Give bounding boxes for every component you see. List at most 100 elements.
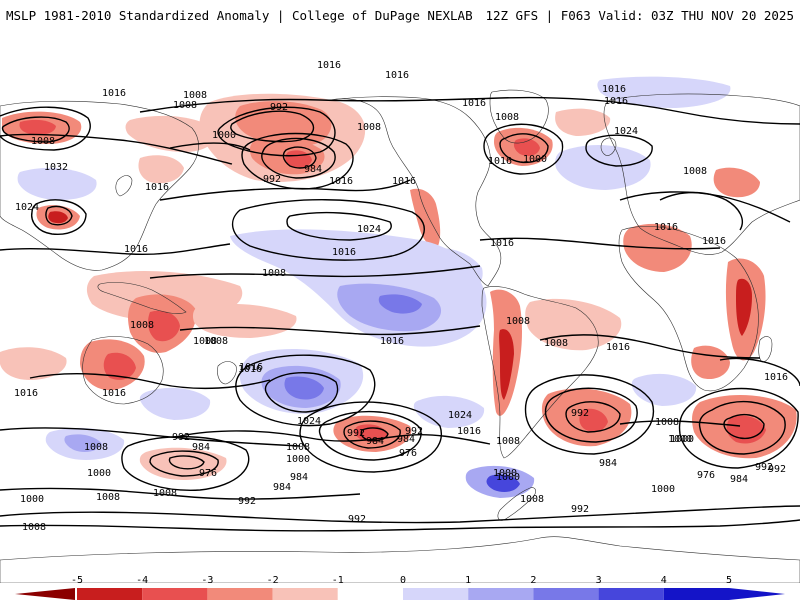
isobar-label: 984	[290, 472, 308, 483]
isobar-1016-atlantic	[479, 237, 721, 250]
isobar-label: 992	[263, 174, 281, 185]
colorbar-tick-label: 3	[595, 575, 602, 586]
pos-anomaly-antarctic-peninsula-core	[486, 474, 520, 492]
isobar-1016-subtropics-west	[0, 243, 231, 256]
isobar-label: 1008	[286, 442, 310, 453]
colorbar-segment	[533, 588, 599, 600]
isobar-label: 1016	[380, 336, 404, 347]
pos-anomaly-south-atlantic-east	[631, 373, 697, 406]
pos-anomaly-southern-ocean-mid	[413, 395, 485, 428]
isobars	[0, 96, 800, 532]
neg-anomaly-china	[138, 155, 184, 184]
isobar-992-aleutian	[230, 110, 315, 143]
isobar-label: 1016	[238, 364, 262, 375]
isobar-label: 1016	[329, 176, 353, 187]
uk-coast	[600, 137, 617, 156]
colorbar-segment	[598, 588, 664, 600]
isobar-1000-circumpolar	[0, 487, 361, 500]
header: MSLP 1981-2010 Standardized Anomaly | Co…	[0, 0, 800, 40]
isobar-label: 1016	[488, 156, 512, 167]
isobar-label: 1024	[297, 416, 321, 427]
pos-anomaly-east-pacific-core	[378, 294, 422, 314]
neg-anomaly-new-guinea-core	[148, 310, 180, 342]
australia-coast	[82, 336, 164, 405]
isobar-1016-npac-high	[231, 199, 425, 261]
isobar-label: 1024	[357, 224, 381, 235]
isobar-label: 1024	[15, 202, 39, 213]
asia-west-coast	[0, 100, 199, 271]
neg-anomaly-indian-ocean	[0, 347, 67, 380]
isobar-976-low-sw	[168, 455, 205, 470]
isobar-1016-north-pacific	[0, 133, 233, 165]
isobar-label: 992	[405, 426, 423, 437]
isobar-992-low-mid	[318, 410, 422, 461]
isobar-1008-southern-upper	[0, 427, 301, 447]
isobar-label: 1008	[520, 494, 544, 505]
isobar-label: 992	[347, 428, 365, 439]
isobar-label: 1008	[173, 100, 197, 111]
isobar-label: 984	[192, 442, 210, 453]
africa-coast	[618, 226, 759, 392]
colorbar-tick-label: 1	[465, 575, 472, 586]
isobar-label: 1000	[523, 154, 547, 165]
colorbar-segment	[77, 588, 143, 600]
pos-anomaly-australia-south	[139, 387, 211, 420]
indonesia-coast	[97, 282, 187, 314]
isobar-label: 1016	[385, 70, 409, 81]
north-america-coast	[329, 96, 502, 287]
isobar-1008-south-atlantic	[619, 420, 741, 427]
colorbar-min-cap	[15, 588, 75, 600]
isobar-1008-tropics	[149, 265, 481, 279]
isobar-1000-antarctic	[479, 519, 800, 529]
pos-anomaly-south-pacific-high-core	[284, 376, 324, 400]
isobar-992-alaska	[261, 137, 336, 179]
isobar-label: 1016	[490, 238, 514, 249]
isobar-label: 1016	[702, 236, 726, 247]
colorbar: -5 -4 -3 -2 -1 0 1 2 3 4 5	[0, 575, 800, 600]
neg-anomaly-australia-core	[103, 352, 136, 380]
isobar-1000-alaska	[241, 132, 354, 190]
colorbar-segment	[663, 588, 729, 600]
isobar-1016-south-atlantic	[539, 334, 761, 359]
coastlines	[0, 89, 800, 583]
colorbar-segment	[468, 588, 534, 600]
isobar-label: 1016	[102, 88, 126, 99]
colorbar-segment	[403, 588, 469, 600]
isobar-1024-atlantic	[585, 134, 653, 167]
isobar-label: 984	[304, 164, 322, 175]
colorbar-tick-label: 5	[725, 575, 733, 586]
isobar-label: 1008	[496, 436, 520, 447]
isobar-1016-australia-south	[29, 373, 271, 390]
isobar-label: 1016	[606, 342, 630, 353]
colorbar-tick-label: 2	[530, 575, 537, 586]
isobar-label: 1016	[602, 84, 626, 95]
isobar-label: 1008	[655, 417, 679, 428]
colorbar-max-cap	[729, 588, 785, 600]
isobar-label: 1008	[22, 522, 46, 533]
isobar-976-low-east	[723, 413, 765, 440]
isobar-label: 1016	[764, 372, 788, 383]
neg-anomaly-west-us	[410, 188, 441, 248]
isobar-label: 984	[397, 434, 415, 445]
pos-anomaly-arctic	[597, 76, 731, 108]
neg-anomaly-arabia	[713, 167, 760, 198]
isobar-label: 1000	[670, 434, 694, 445]
anomaly-map: 1016 1016 1016 1008 992 1000 1008 1016 1…	[0, 40, 800, 583]
isobar-1000-low-mid	[299, 401, 443, 473]
isobar-label: 1016	[462, 98, 486, 109]
pos-anomaly-south-indian-core	[64, 434, 102, 452]
pos-anomaly-gulf-mexico	[422, 248, 483, 295]
isobar-label: 992	[571, 408, 589, 419]
isobar-984-low-mid	[343, 420, 401, 449]
isobar-label: 1016	[102, 388, 126, 399]
pos-anomaly-north-atlantic	[555, 145, 651, 190]
isobar-1000-low-sw	[121, 435, 250, 491]
isobar-1032-central-asia	[45, 205, 73, 226]
isobar-labels: 1016 1016 1016 1008 992 1000 1008 1016 1…	[14, 60, 788, 533]
isobar-1024-central-asia	[31, 199, 87, 235]
isobar-992-low-satl	[544, 387, 638, 443]
isobar-label: 1008	[262, 268, 286, 279]
neg-anomaly-kamchatka	[125, 115, 216, 152]
isobar-label: 984	[599, 458, 617, 469]
neg-anomaly-andes-core	[499, 329, 514, 400]
